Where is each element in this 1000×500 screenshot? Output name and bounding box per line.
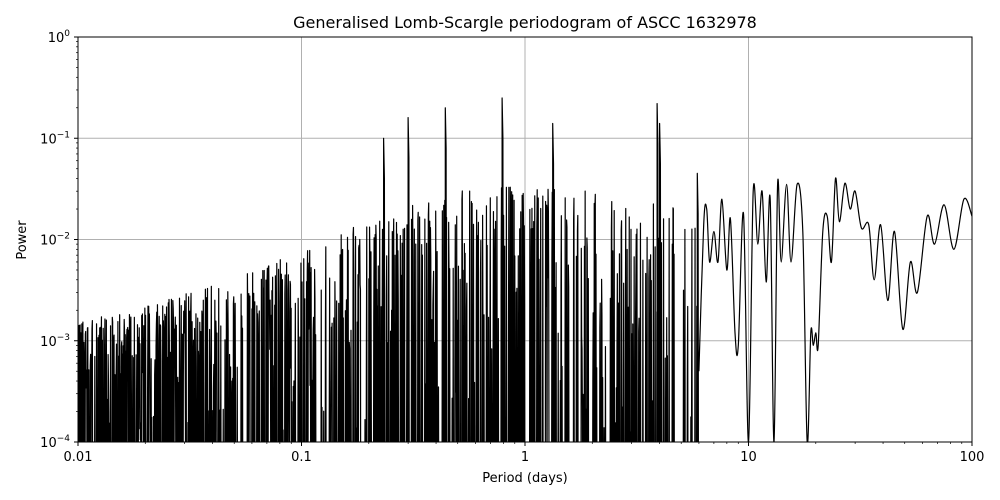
x-tick-label: 0.01 — [64, 450, 93, 465]
x-axis: 0.01 0.1 1 10 100 — [64, 442, 985, 465]
y-tick-label: 100 — [48, 29, 71, 46]
x-axis-label: Period (days) — [482, 471, 568, 486]
y-tick-label: 10−3 — [40, 333, 70, 350]
y-axis-label: Power — [15, 220, 30, 260]
x-tick-label: 100 — [960, 450, 985, 465]
y-tick-label: 10−2 — [40, 232, 70, 249]
periodogram-line — [78, 97, 972, 442]
chart-title: Generalised Lomb-Scargle periodogram of … — [293, 13, 757, 32]
y-tick-label: 10−4 — [40, 434, 70, 451]
plot-area — [78, 97, 972, 442]
y-axis: 100 10−1 10−2 10−3 10−4 — [40, 29, 78, 451]
x-tick-label: 1 — [521, 450, 529, 465]
x-tick-label: 0.1 — [291, 450, 312, 465]
y-tick-label: 10−1 — [40, 130, 70, 147]
x-tick-label: 10 — [740, 450, 757, 465]
